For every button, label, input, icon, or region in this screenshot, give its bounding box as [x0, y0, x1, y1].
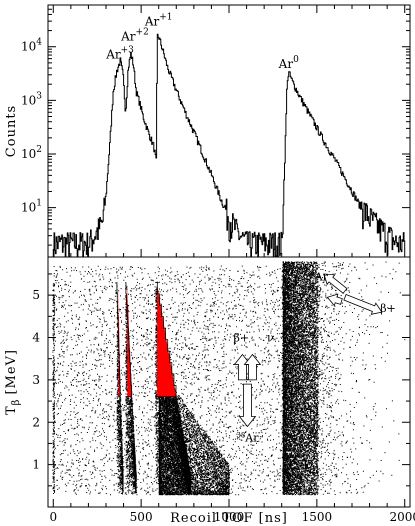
element-symbol: Ar	[314, 270, 329, 283]
peak-label-species: Ar	[144, 14, 160, 28]
counts-series-line	[53, 33, 406, 257]
tick-base: 10	[21, 40, 36, 54]
mass-number: 38	[306, 270, 315, 278]
peak-label: Ar+3	[105, 46, 134, 62]
tick-exponent: 1	[36, 199, 42, 209]
bottom-ylabel: Tβ [MeV]	[4, 349, 22, 415]
bottom-axis-ticks: 1 2 3 4 5 0 500 1000 1500 2000	[32, 273, 415, 524]
bottom-xtick-label: 1000	[214, 510, 245, 524]
peak-label-species: Ar	[105, 48, 121, 62]
highlight-outline	[155, 282, 177, 397]
top-ytick-label: 102	[21, 145, 42, 161]
top-ytick-label: 103	[21, 91, 42, 107]
tick-exponent: 3	[36, 91, 42, 101]
bottom-ylabel-unit: [MeV]	[4, 349, 19, 395]
highlight-outline	[125, 282, 132, 397]
top-ytick-label: 101	[21, 199, 42, 215]
peak-label-charge: 0	[293, 55, 299, 65]
bottom-ylabel-sub: β	[11, 399, 22, 406]
annotation-label: ν	[315, 283, 322, 296]
bottom-ytick-label: 2	[32, 415, 40, 429]
bottom-ytick-label: 1	[32, 458, 40, 472]
bottom-xtick-label: 1500	[302, 510, 333, 524]
beta-diag-arrow	[343, 293, 383, 315]
bottom-xtick-label: 0	[49, 510, 57, 524]
peak-label: Ar+2	[120, 28, 149, 44]
beta-up-arrow	[233, 353, 252, 381]
scatter-dots	[52, 261, 406, 496]
bottom-ytick-label: 5	[32, 288, 40, 302]
tick-exponent: 4	[36, 38, 42, 48]
neutrino-diag-arrow	[326, 293, 343, 307]
tick-base: 10	[21, 93, 36, 107]
tick-base: 10	[21, 201, 36, 215]
peak-label: Ar+1	[144, 12, 173, 28]
bottom-panel-frame	[47, 256, 411, 508]
bottom-xtick-label: 500	[130, 510, 153, 524]
mass-number: 38	[236, 431, 245, 439]
peak-label-species: Ar	[278, 57, 294, 71]
highlight-outline	[116, 282, 121, 397]
tick-base: 10	[21, 147, 36, 161]
annotation-label: β+	[234, 332, 250, 345]
recoil-down-arrow	[238, 383, 257, 428]
bottom-ytick-label: 4	[32, 331, 40, 345]
bottom-ytick-label: 3	[32, 373, 40, 387]
annotation-label: β+	[380, 302, 396, 315]
peak-label-charge: +3	[121, 46, 135, 56]
highlight-wedge	[157, 284, 177, 397]
annotation-label: ν	[267, 332, 274, 345]
top-ylabel: Counts	[4, 105, 19, 157]
scatter-points	[52, 261, 406, 496]
bottom-xlabel: Recoil TOF [ns]	[170, 511, 288, 526]
annotation-label: 38Ar	[236, 431, 259, 444]
top-ytick-label: 104	[21, 38, 42, 54]
top-panel-frame	[47, 4, 411, 258]
annotation-label: 38Ar	[306, 270, 329, 283]
highlight-region	[116, 282, 177, 398]
tick-exponent: 2	[36, 145, 42, 155]
bottom-ylabel-main: T	[4, 405, 19, 415]
annotation-arrows	[233, 273, 383, 428]
peak-label-species: Ar	[120, 30, 136, 44]
recoil-diag-arrow	[323, 273, 348, 294]
neutrino-up-arrow	[243, 353, 262, 381]
highlight-wedge	[118, 284, 121, 397]
bottom-xtick-label: 2000	[389, 510, 415, 524]
element-symbol: Ar	[244, 431, 259, 444]
peak-label: Ar0	[278, 55, 299, 71]
peak-label-charge: +2	[136, 28, 149, 38]
peak-label-charge: +1	[159, 12, 172, 22]
